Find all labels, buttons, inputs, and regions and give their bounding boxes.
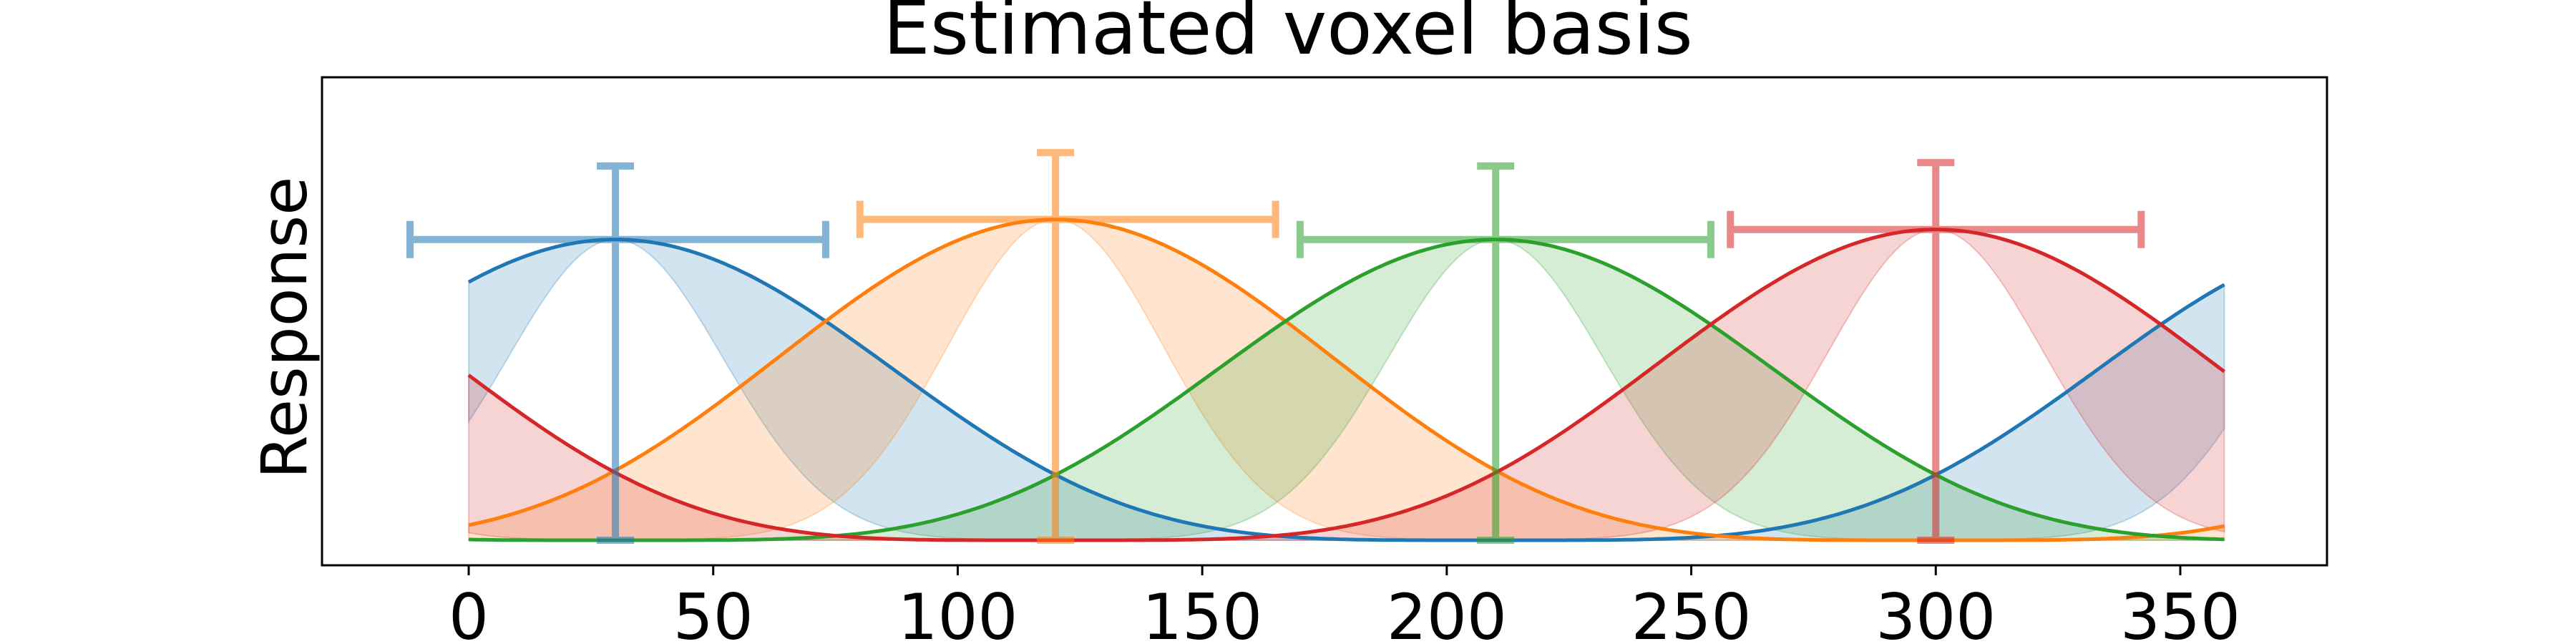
x-tick-label: 300 bbox=[1875, 580, 1996, 644]
errorbar-series-2 bbox=[856, 149, 1279, 544]
x-tick-label: 150 bbox=[1142, 580, 1262, 644]
x-axis: 0 50 100 150 200 250 300 350 bbox=[449, 565, 2240, 644]
y-axis-label: Response bbox=[248, 177, 321, 479]
x-tick-label: 350 bbox=[2120, 580, 2240, 644]
x-tick-label: 100 bbox=[897, 580, 1018, 644]
curve-series-1 bbox=[467, 238, 2225, 542]
chart-title: Estimated voxel basis bbox=[883, 0, 1693, 72]
errorbar-series-4 bbox=[1727, 159, 2145, 544]
plot-layer bbox=[406, 149, 2225, 544]
x-tick-label: 200 bbox=[1387, 580, 1507, 644]
errorbar-series-1 bbox=[406, 162, 829, 544]
x-tick-label: 0 bbox=[449, 580, 489, 644]
plot-frame bbox=[321, 76, 2328, 567]
x-tick-label: 50 bbox=[673, 580, 753, 644]
x-tick-label: 250 bbox=[1631, 580, 1752, 644]
errorbar-series-3 bbox=[1296, 162, 1714, 544]
curve-series-3 bbox=[468, 238, 2225, 542]
